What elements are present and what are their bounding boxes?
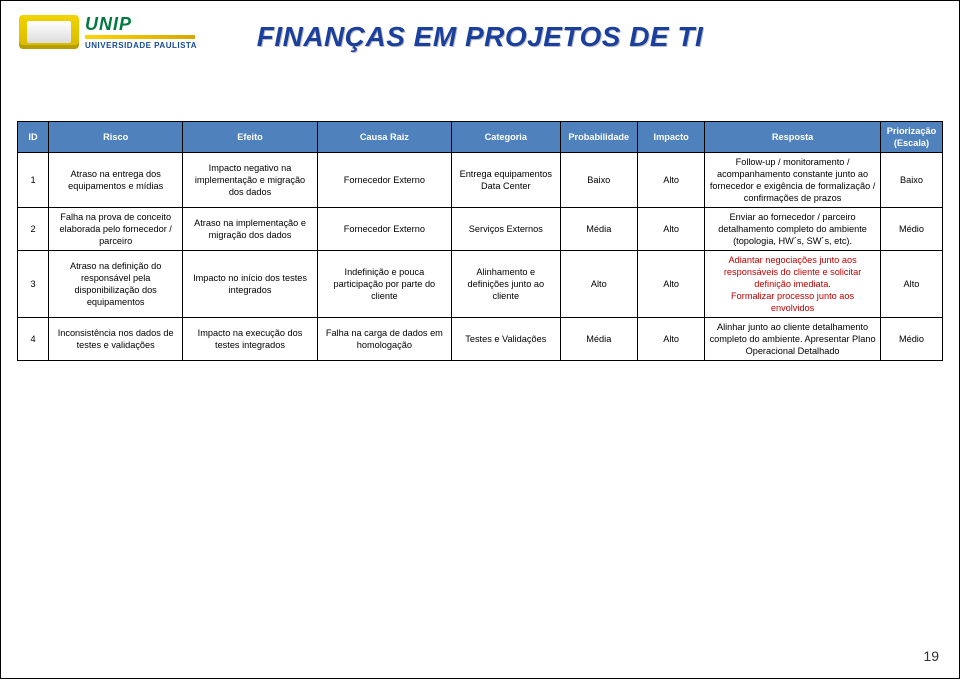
cell-resposta: Alinhar junto ao cliente detalhamento co… — [705, 318, 881, 361]
col-categoria: Categoria — [452, 122, 561, 153]
col-prob: Probabilidade — [560, 122, 638, 153]
cell-prior: Baixo — [880, 153, 942, 208]
cell-causa: Fornecedor Externo — [317, 153, 451, 208]
cell-impacto: Alto — [638, 251, 705, 318]
cell-impacto: Alto — [638, 208, 705, 251]
resposta-red-line: Formalizar processo junto aos envolvidos — [731, 291, 854, 313]
page-number: 19 — [923, 648, 939, 664]
cell-prob: Alto — [560, 251, 638, 318]
cell-risco: Inconsistência nos dados de testes e val… — [49, 318, 183, 361]
cell-categoria: Entrega equipamentos Data Center — [452, 153, 561, 208]
resposta-red-line: Adiantar negociações junto aos responsáv… — [724, 255, 861, 289]
cell-efeito: Atraso na implementação e migração dos d… — [183, 208, 317, 251]
cell-id: 1 — [18, 153, 49, 208]
cell-causa: Indefinição e pouca participação por par… — [317, 251, 451, 318]
cell-categoria: Alinhamento e definições junto ao client… — [452, 251, 561, 318]
cell-risco: Atraso na definição do responsável pela … — [49, 251, 183, 318]
cell-prior: Médio — [880, 208, 942, 251]
risk-table: ID Risco Efeito Causa Raiz Categoria Pro… — [17, 121, 943, 361]
col-prior: Priorização (Escala) — [880, 122, 942, 153]
col-risco: Risco — [49, 122, 183, 153]
cell-id: 2 — [18, 208, 49, 251]
page-title: FINANÇAS EM PROJETOS DE TI — [1, 21, 959, 53]
col-efeito: Efeito — [183, 122, 317, 153]
cell-prob: Média — [560, 208, 638, 251]
cell-id: 3 — [18, 251, 49, 318]
slide: UNIP UNIVERSIDADE PAULISTA FINANÇAS EM P… — [0, 0, 960, 679]
cell-risco: Falha na prova de conceito elaborada pel… — [49, 208, 183, 251]
cell-prob: Baixo — [560, 153, 638, 208]
col-id: ID — [18, 122, 49, 153]
cell-causa: Fornecedor Externo — [317, 208, 451, 251]
cell-resposta: Adiantar negociações junto aos responsáv… — [705, 251, 881, 318]
cell-efeito: Impacto no início dos testes integrados — [183, 251, 317, 318]
cell-resposta: Follow-up / monitoramento / acompanhamen… — [705, 153, 881, 208]
col-causa: Causa Raiz — [317, 122, 451, 153]
cell-id: 4 — [18, 318, 49, 361]
table-row: 3 Atraso na definição do responsável pel… — [18, 251, 943, 318]
cell-prior: Médio — [880, 318, 942, 361]
table-row: 2 Falha na prova de conceito elaborada p… — [18, 208, 943, 251]
cell-impacto: Alto — [638, 153, 705, 208]
cell-prob: Média — [560, 318, 638, 361]
col-impacto: Impacto — [638, 122, 705, 153]
cell-categoria: Testes e Validações — [452, 318, 561, 361]
cell-causa: Falha na carga de dados em homologação — [317, 318, 451, 361]
table-header-row: ID Risco Efeito Causa Raiz Categoria Pro… — [18, 122, 943, 153]
table-row: 4 Inconsistência nos dados de testes e v… — [18, 318, 943, 361]
table-row: 1 Atraso na entrega dos equipamentos e m… — [18, 153, 943, 208]
risk-table-wrap: ID Risco Efeito Causa Raiz Categoria Pro… — [17, 121, 943, 361]
cell-efeito: Impacto negativo na implementação e migr… — [183, 153, 317, 208]
col-resposta: Resposta — [705, 122, 881, 153]
cell-efeito: Impacto na execução dos testes integrado… — [183, 318, 317, 361]
cell-impacto: Alto — [638, 318, 705, 361]
cell-resposta: Enviar ao fornecedor / parceiro detalham… — [705, 208, 881, 251]
cell-prior: Alto — [880, 251, 942, 318]
cell-risco: Atraso na entrega dos equipamentos e míd… — [49, 153, 183, 208]
cell-categoria: Serviços Externos — [452, 208, 561, 251]
